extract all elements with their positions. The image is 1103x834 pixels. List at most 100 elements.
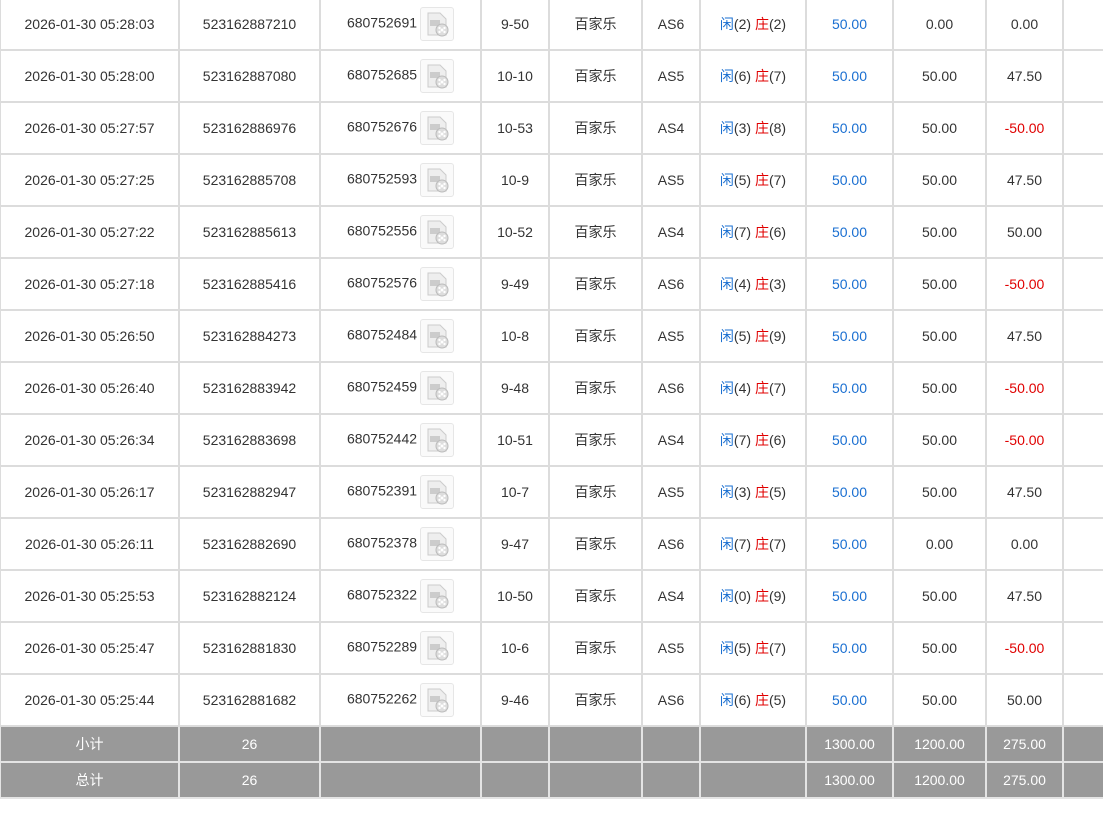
bet-amount: 50.00 xyxy=(805,569,894,623)
bet-time: 2026-01-30 05:28:00 xyxy=(0,49,180,103)
bet-time: 2026-01-30 05:26:11 xyxy=(0,517,180,571)
win-loss: -50.00 xyxy=(985,413,1064,467)
table-code: AS6 xyxy=(641,257,701,311)
result-cell: 闲(5) 庄(7) xyxy=(699,621,807,675)
banker-label: 庄 xyxy=(754,432,769,448)
game-type: 百家乐 xyxy=(548,517,643,571)
round-id: 680752289 xyxy=(346,638,418,655)
banker-score: (6) xyxy=(768,432,787,448)
banker-label: 庄 xyxy=(754,588,769,604)
video-file-icon[interactable] xyxy=(420,59,455,93)
video-file-icon[interactable] xyxy=(420,7,455,41)
banker-label: 庄 xyxy=(754,328,769,344)
bet-amount: 50.00 xyxy=(805,621,894,675)
game-type: 百家乐 xyxy=(548,49,643,103)
video-file-icon[interactable] xyxy=(420,215,455,249)
round-id-cell: 680752459 xyxy=(319,361,482,415)
valid-amount: 0.00 xyxy=(892,517,987,571)
banker-score: (5) xyxy=(768,484,787,500)
bet-time: 2026-01-30 05:26:50 xyxy=(0,309,180,363)
win-loss: -50.00 xyxy=(985,101,1064,155)
shoe-number: 10-51 xyxy=(480,413,550,467)
bet-time: 2026-01-30 05:27:22 xyxy=(0,205,180,259)
table-code: AS5 xyxy=(641,309,701,363)
round-id: 680752391 xyxy=(346,482,418,499)
bet-id: 523162886976 xyxy=(178,101,321,155)
video-file-icon[interactable] xyxy=(420,267,455,301)
round-id-cell: 680752676 xyxy=(319,101,482,155)
bet-time: 2026-01-30 05:25:47 xyxy=(0,621,180,675)
win-loss: 47.50 xyxy=(985,49,1064,103)
win-loss: 0.00 xyxy=(985,0,1064,51)
win-loss: -50.00 xyxy=(985,361,1064,415)
bet-id: 523162887080 xyxy=(178,49,321,103)
summary-count: 26 xyxy=(178,725,321,763)
valid-amount: 50.00 xyxy=(892,101,987,155)
video-file-icon[interactable] xyxy=(420,163,455,197)
bet-time: 2026-01-30 05:27:18 xyxy=(0,257,180,311)
banker-score: (2) xyxy=(768,16,787,32)
bet-id: 523162881830 xyxy=(178,621,321,675)
video-file-icon[interactable] xyxy=(420,527,455,561)
result-cell: 闲(7) 庄(7) xyxy=(699,517,807,571)
bet-id: 523162885416 xyxy=(178,257,321,311)
video-file-icon[interactable] xyxy=(420,423,455,457)
bet-amount: 50.00 xyxy=(805,101,894,155)
bet-id: 523162885708 xyxy=(178,153,321,207)
banker-label: 庄 xyxy=(754,224,769,240)
table-row: 2026-01-30 05:27:57 523162886976 680752676… xyxy=(0,101,1103,155)
banker-score: (7) xyxy=(768,640,787,656)
bet-amount: 50.00 xyxy=(805,309,894,363)
empty-cell xyxy=(480,761,550,799)
win-loss: 50.00 xyxy=(985,673,1064,727)
table-row: 2026-01-30 05:25:53 523162882124 680752322… xyxy=(0,569,1103,623)
player-score: (4) xyxy=(733,380,752,396)
result-cell: 闲(5) 庄(9) xyxy=(699,309,807,363)
video-file-icon[interactable] xyxy=(420,683,455,717)
result-cell: 闲(4) 庄(7) xyxy=(699,361,807,415)
summary-label: 小计 xyxy=(0,725,180,763)
bet-id: 523162887210 xyxy=(178,0,321,51)
video-file-icon[interactable] xyxy=(420,579,455,613)
player-score: (3) xyxy=(733,484,752,500)
player-label: 闲 xyxy=(719,16,734,32)
valid-amount: 50.00 xyxy=(892,621,987,675)
table-row: 2026-01-30 05:28:00 523162887080 680752685… xyxy=(0,49,1103,103)
empty-cell xyxy=(319,761,482,799)
banker-score: (8) xyxy=(768,120,787,136)
round-id-cell: 680752442 xyxy=(319,413,482,467)
result-cell: 闲(3) 庄(8) xyxy=(699,101,807,155)
video-file-icon[interactable] xyxy=(420,319,455,353)
video-file-icon[interactable] xyxy=(420,475,455,509)
game-type: 百家乐 xyxy=(548,0,643,51)
banker-label: 庄 xyxy=(754,120,769,136)
table-row: 2026-01-30 05:25:44 523162881682 680752262… xyxy=(0,673,1103,727)
bet-amount: 50.00 xyxy=(805,0,894,51)
banker-score: (3) xyxy=(768,276,787,292)
banker-label: 庄 xyxy=(754,536,769,552)
bet-time: 2026-01-30 05:28:03 xyxy=(0,0,180,51)
video-file-icon[interactable] xyxy=(420,371,455,405)
win-loss: 47.50 xyxy=(985,465,1064,519)
valid-amount: 50.00 xyxy=(892,257,987,311)
bet-time: 2026-01-30 05:25:53 xyxy=(0,569,180,623)
result-cell: 闲(5) 庄(7) xyxy=(699,153,807,207)
extra-cell xyxy=(1062,309,1103,363)
game-type: 百家乐 xyxy=(548,413,643,467)
bet-id: 523162881682 xyxy=(178,673,321,727)
round-id-cell: 680752391 xyxy=(319,465,482,519)
banker-label: 庄 xyxy=(754,692,769,708)
banker-score: (7) xyxy=(768,536,787,552)
video-file-icon[interactable] xyxy=(420,631,455,665)
player-score: (7) xyxy=(733,536,752,552)
round-id: 680752676 xyxy=(346,118,418,135)
table-row: 2026-01-30 05:26:17 523162882947 680752391… xyxy=(0,465,1103,519)
valid-amount: 50.00 xyxy=(892,673,987,727)
extra-cell xyxy=(1062,621,1103,675)
bet-amount: 50.00 xyxy=(805,673,894,727)
table-code: AS5 xyxy=(641,49,701,103)
round-id: 680752262 xyxy=(346,690,418,707)
table-code: AS4 xyxy=(641,413,701,467)
video-file-icon[interactable] xyxy=(420,111,455,145)
game-type: 百家乐 xyxy=(548,569,643,623)
